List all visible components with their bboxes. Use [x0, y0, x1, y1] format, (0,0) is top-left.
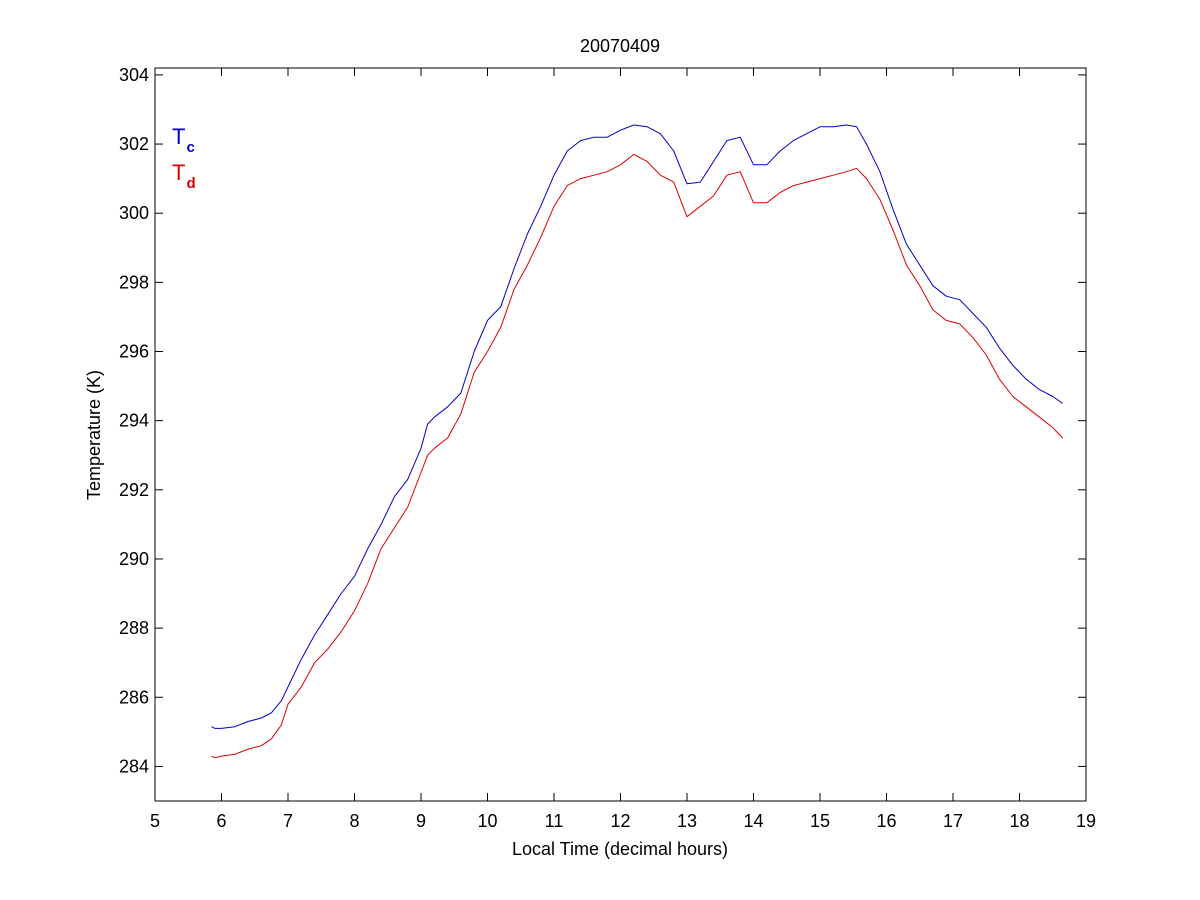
- y-axis: 284 286 288 290 292 294 296 298 300 302 304: [119, 65, 1086, 776]
- y-tick-label: 288: [119, 618, 149, 638]
- y-tick-label: 302: [119, 134, 149, 154]
- x-tick-label: 8: [349, 811, 359, 831]
- y-tick-label: 290: [119, 549, 149, 569]
- chart-title: 20070409: [580, 36, 660, 56]
- x-tick-label: 12: [610, 811, 630, 831]
- legend-td-main: T: [172, 160, 185, 185]
- x-axis-label: Local Time (decimal hours): [512, 839, 728, 859]
- legend-entry-td: Td: [172, 160, 196, 192]
- y-tick-label: 296: [119, 342, 149, 362]
- y-tick-label: 284: [119, 756, 149, 776]
- x-tick-label: 6: [216, 811, 226, 831]
- x-tick-label: 15: [810, 811, 830, 831]
- legend-td-sub: d: [186, 175, 195, 192]
- x-tick-label: 9: [416, 811, 426, 831]
- y-tick-label: 292: [119, 480, 149, 500]
- y-tick-label: 300: [119, 203, 149, 223]
- x-tick-label: 19: [1076, 811, 1096, 831]
- legend-tc-main: T: [172, 124, 185, 149]
- x-tick-label: 5: [150, 811, 160, 831]
- y-tick-label: 294: [119, 411, 149, 431]
- series-line-tc: [211, 124, 1063, 729]
- x-tick-label: 13: [677, 811, 697, 831]
- y-tick-label: 304: [119, 65, 149, 85]
- x-tick-label: 18: [1009, 811, 1029, 831]
- legend-tc-sub: c: [186, 139, 194, 156]
- y-axis-label: Temperature (K): [84, 370, 104, 500]
- x-tick-label: 14: [743, 811, 763, 831]
- legend-entry-tc: Tc: [172, 124, 195, 156]
- x-tick-label: 17: [943, 811, 963, 831]
- x-tick-label: 7: [283, 811, 293, 831]
- series-line-td: [211, 153, 1064, 759]
- y-tick-label: 298: [119, 272, 149, 292]
- x-tick-label: 11: [545, 811, 564, 831]
- x-tick-label: 16: [876, 811, 896, 831]
- y-tick-label: 286: [119, 687, 149, 707]
- legend: Tc Td: [172, 124, 196, 192]
- x-axis: 5 6 7 8 9 10 11 12 13 14 15 16 17 18 19: [150, 68, 1096, 831]
- series-layer: [211, 124, 1064, 759]
- x-tick-label: 10: [477, 811, 497, 831]
